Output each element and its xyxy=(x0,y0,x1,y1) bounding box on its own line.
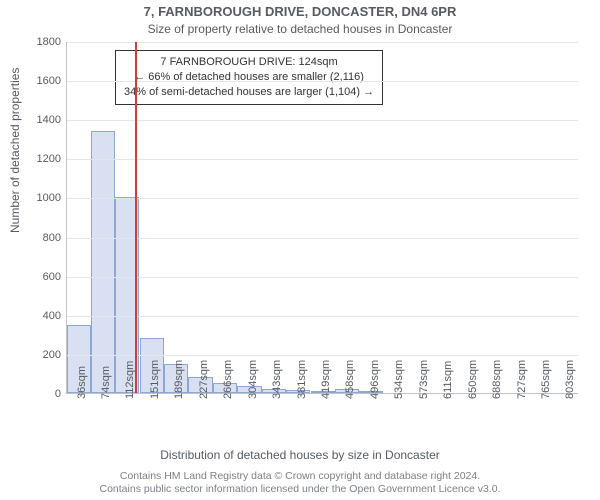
x-tick-label: 381sqm xyxy=(296,360,308,399)
gridline xyxy=(67,316,578,317)
histogram-plot: 7 FARNBOROUGH DRIVE: 124sqm ← 66% of det… xyxy=(66,42,578,394)
annotation-box: 7 FARNBOROUGH DRIVE: 124sqm ← 66% of det… xyxy=(115,50,383,105)
x-tick-label: 688sqm xyxy=(491,360,503,399)
y-tick-label: 1200 xyxy=(37,153,67,165)
gridline xyxy=(67,355,578,356)
gridline xyxy=(67,198,578,199)
x-tick-label: 112sqm xyxy=(124,361,136,399)
credit-text: Contains HM Land Registry data © Crown c… xyxy=(0,470,600,496)
annotation-line: ← 66% of detached houses are smaller (2,… xyxy=(124,70,374,85)
credit-line: Contains public sector information licen… xyxy=(0,483,600,496)
y-tick-label: 1800 xyxy=(37,36,67,48)
y-tick-label: 1600 xyxy=(37,75,67,87)
gridline xyxy=(67,159,578,160)
y-tick-label: 400 xyxy=(43,310,67,322)
gridline xyxy=(67,81,578,82)
x-tick-label: 803sqm xyxy=(564,360,576,399)
x-tick-label: 151sqm xyxy=(149,360,161,399)
x-tick-label: 458sqm xyxy=(344,360,356,399)
histogram-bar xyxy=(91,131,115,393)
x-tick-label: 611sqm xyxy=(442,361,454,399)
y-tick-label: 0 xyxy=(55,388,67,400)
x-tick-label: 765sqm xyxy=(540,360,552,399)
x-tick-label: 573sqm xyxy=(418,360,430,399)
x-tick-label: 419sqm xyxy=(320,360,332,399)
x-tick-label: 189sqm xyxy=(173,360,185,399)
y-tick-label: 1400 xyxy=(37,114,67,126)
page-title: 7, FARNBOROUGH DRIVE, DONCASTER, DN4 6PR xyxy=(0,4,600,19)
y-tick-label: 200 xyxy=(43,349,67,361)
x-tick-label: 266sqm xyxy=(222,360,234,399)
chart-container: 7, FARNBOROUGH DRIVE, DONCASTER, DN4 6PR… xyxy=(0,0,600,500)
x-tick-label: 727sqm xyxy=(516,360,528,399)
x-tick-label: 650sqm xyxy=(467,360,479,399)
x-tick-label: 534sqm xyxy=(393,360,405,399)
x-tick-label: 36sqm xyxy=(76,366,88,399)
y-tick-label: 600 xyxy=(43,271,67,283)
x-tick-label: 74sqm xyxy=(100,366,112,399)
page-subtitle: Size of property relative to detached ho… xyxy=(0,22,600,36)
x-tick-label: 496sqm xyxy=(369,360,381,399)
annotation-line: 7 FARNBOROUGH DRIVE: 124sqm xyxy=(124,55,374,70)
gridline xyxy=(67,42,578,43)
y-tick-label: 1000 xyxy=(37,192,67,204)
gridline xyxy=(67,120,578,121)
x-tick-label: 227sqm xyxy=(198,360,210,399)
property-marker-line xyxy=(135,42,137,393)
y-axis-label: Number of detached properties xyxy=(8,68,22,233)
credit-line: Contains HM Land Registry data © Crown c… xyxy=(0,470,600,483)
annotation-line: 34% of semi-detached houses are larger (… xyxy=(124,85,374,100)
x-tick-label: 304sqm xyxy=(247,360,259,399)
x-tick-label: 343sqm xyxy=(271,360,283,399)
gridline xyxy=(67,238,578,239)
y-tick-label: 800 xyxy=(43,232,67,244)
x-axis-label: Distribution of detached houses by size … xyxy=(0,448,600,462)
gridline xyxy=(67,277,578,278)
